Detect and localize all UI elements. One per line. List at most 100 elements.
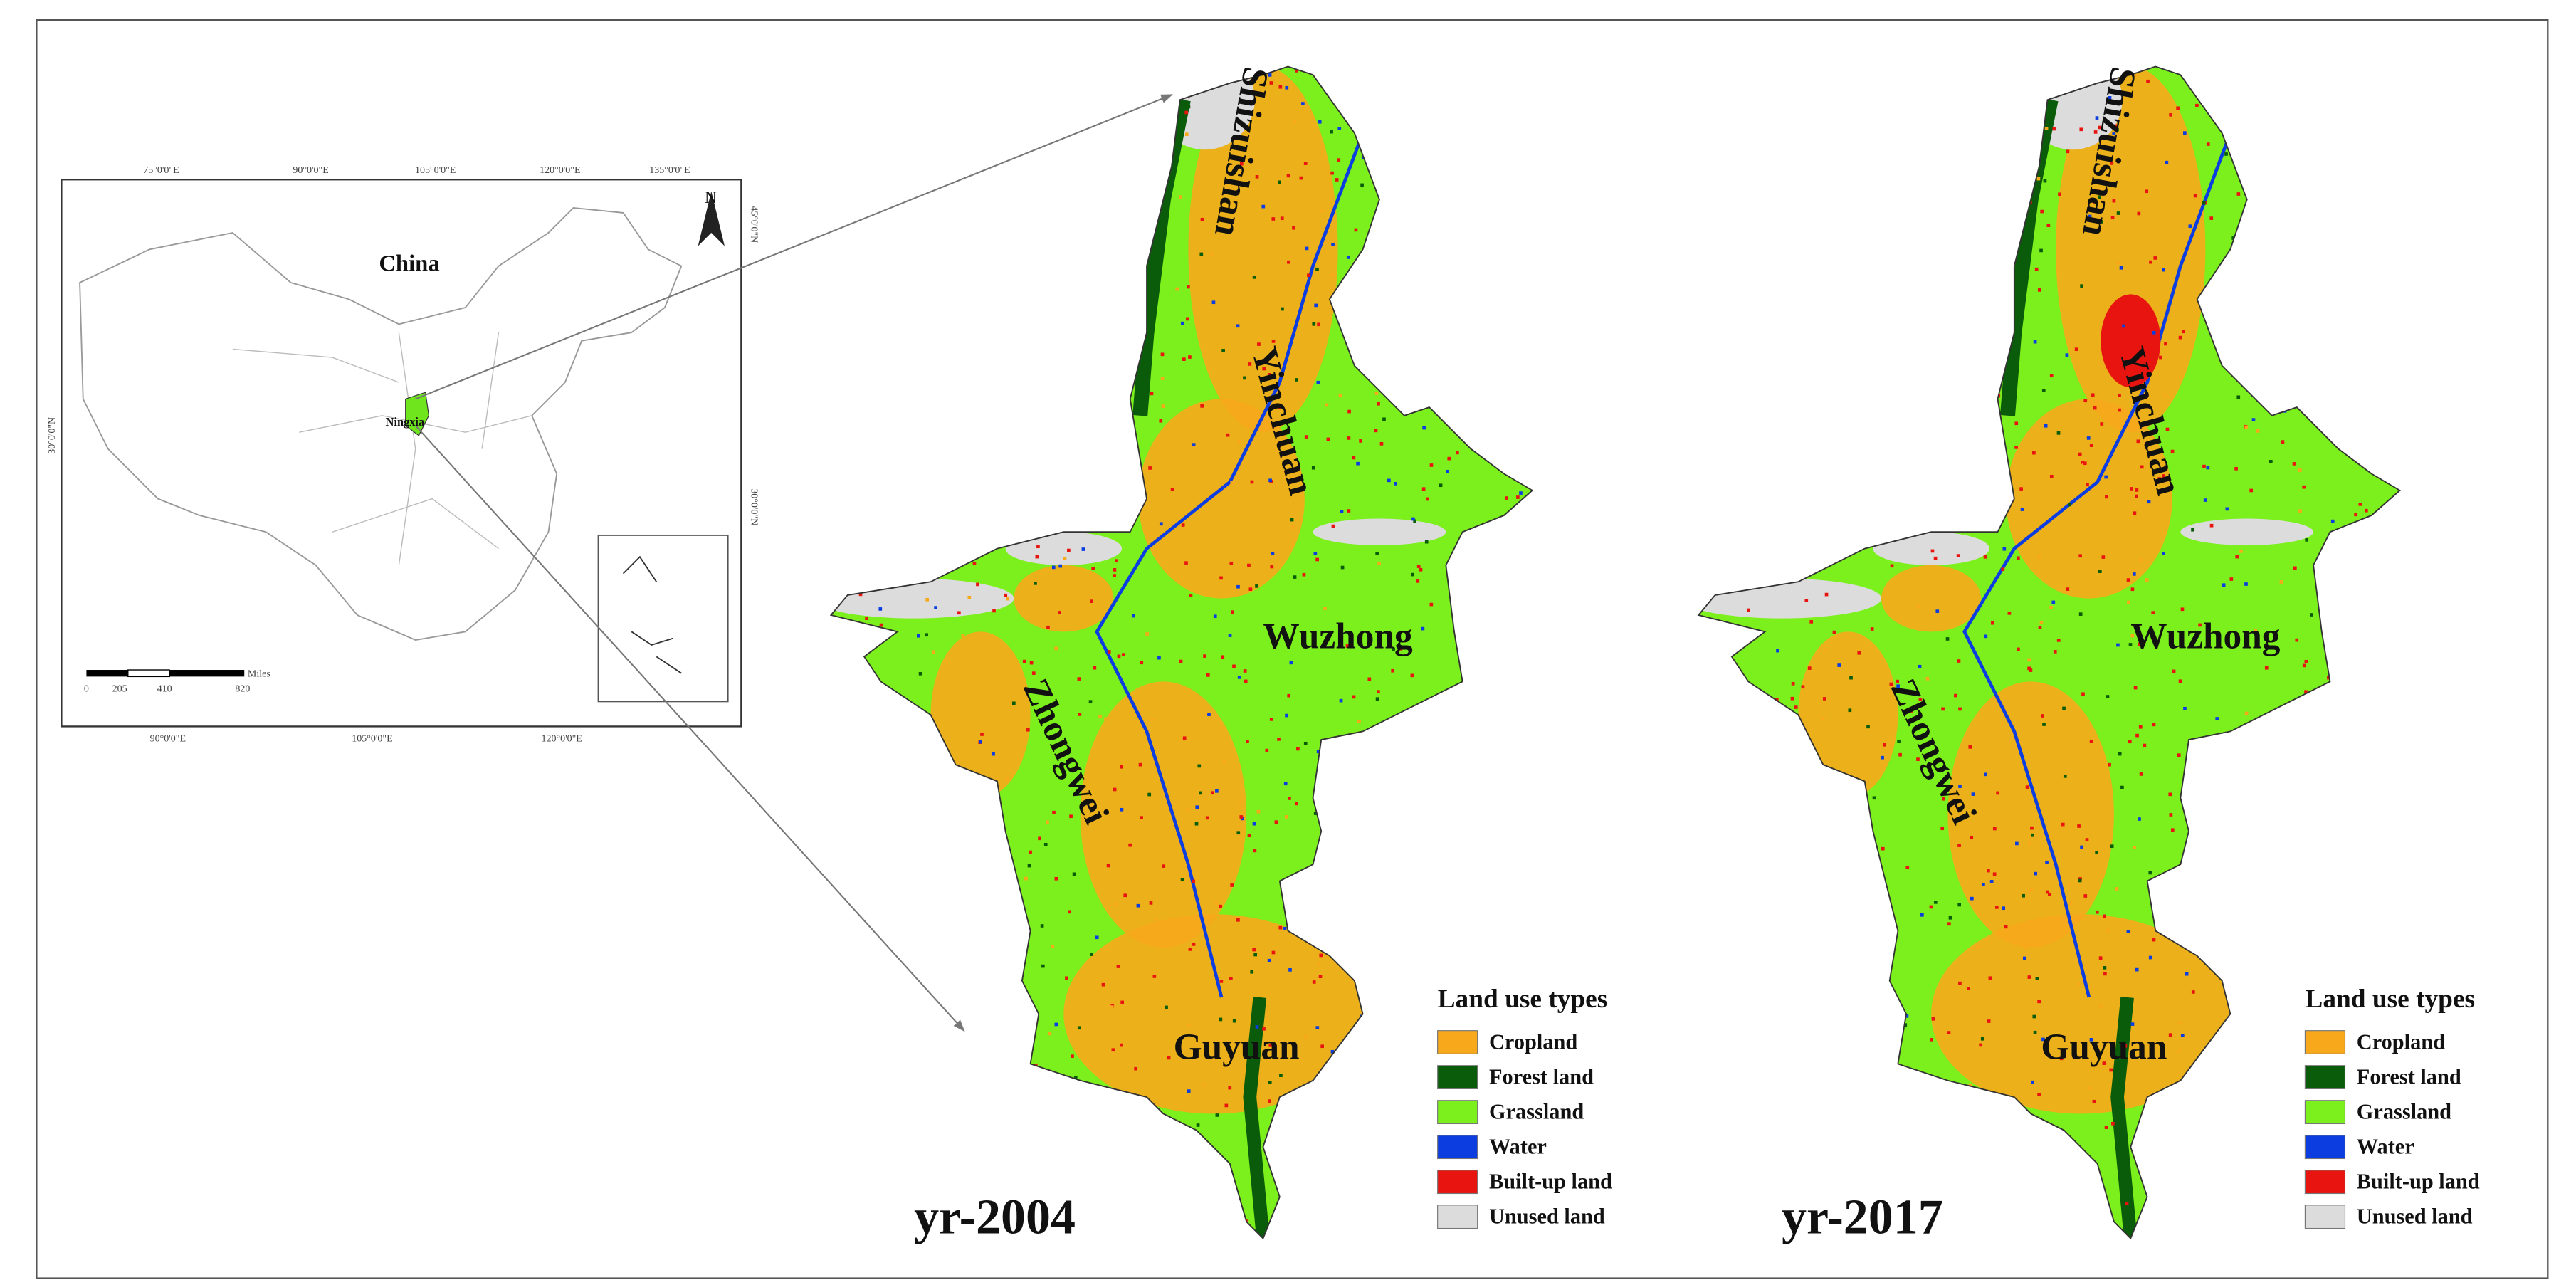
pixel [2172,669,2176,673]
pixel [1116,965,1120,968]
pixel [2310,613,2313,617]
pixel [833,1143,837,1148]
pixel [2200,1056,2204,1061]
pixel [1103,1236,1106,1239]
pixel [2130,1022,2135,1026]
pixel [2303,350,2308,355]
pixel [1407,276,1411,280]
pixel [1374,728,1378,732]
pixel [1111,1048,1115,1052]
pixel [1132,294,1136,298]
pixel [1399,394,1402,398]
pixel [1525,247,1528,251]
pixel [1165,1005,1168,1009]
pixel [2103,966,2107,970]
pixel [953,143,957,147]
pixel [2020,508,2024,511]
pixel [2193,194,2197,198]
pixel [910,1033,914,1037]
pixel [831,221,836,226]
pixel [1506,293,1510,297]
pixel [2034,267,2039,271]
pixel [1455,1197,1459,1201]
pixel [980,1039,984,1043]
pixel [2182,330,2185,334]
pixel [1123,893,1127,898]
pixel [2203,498,2207,502]
pixel [1347,1036,1351,1040]
pixel [878,607,883,611]
pixel [1970,836,1974,840]
pixel [1446,108,1451,112]
pixel [1742,779,1746,782]
pixel [1706,861,1710,865]
pixel [2263,843,2267,846]
pixel [2104,1126,2108,1130]
pixel [2037,1000,2041,1004]
pixel [1118,280,1121,285]
pixel [2086,436,2091,440]
pixel [2298,468,2302,472]
pixel [1996,791,1999,795]
pixel [1314,303,1318,308]
pixel [1483,1138,1486,1142]
pixel [1278,85,1283,89]
pixel [1295,802,1298,806]
pixel [1148,466,1152,470]
legend-swatch [2304,1030,2346,1054]
pixel [976,77,979,81]
pixel [1352,66,1357,70]
pixel [1945,1239,1948,1242]
pixel [2148,871,2152,875]
pixel [1207,713,1211,717]
pixel [1399,787,1403,791]
pixel [2223,1202,2227,1206]
pixel [2177,1049,2182,1054]
pixel [1715,277,1720,281]
pixel [1347,509,1351,513]
pixel [861,340,865,344]
pixel [1700,1207,1704,1212]
legend-label: Grassland [1489,1099,1584,1123]
pixel [1230,883,1234,887]
pixel [1991,621,1994,625]
cropland-area [1188,66,1338,433]
pixel [1797,192,1801,196]
pixel [2339,760,2343,764]
pixel [1765,466,1768,470]
pixel [2212,879,2216,883]
pixel [1315,557,1319,562]
pixel [975,863,979,866]
pixel [2128,643,2133,646]
pixel [2113,326,2117,330]
pixel [2120,785,2124,789]
pixel [948,1037,952,1040]
forest-strip [2110,997,2138,1239]
pixel [2349,87,2353,91]
pixel [1941,797,1945,801]
pixel [2068,883,2072,887]
pixel [2245,209,2249,212]
land-use-map: ShizuishanYinchuanWuzhongZhongweiGuyuanL… [829,64,1612,1245]
pixel [1157,656,1161,660]
pixel [2049,474,2054,478]
pixel [1050,100,1053,104]
pixel [901,985,905,989]
pixel [2302,485,2306,489]
pixel [918,671,922,676]
pixel [2036,177,2041,181]
pixel [1004,593,1008,597]
pixel [1237,1222,1241,1227]
pixel [1969,213,1973,216]
pixel [1303,741,1308,745]
pixel [979,740,982,744]
pixel [2170,449,2175,453]
pixel [2151,611,2155,614]
pixel [2286,920,2291,924]
cropland-area [1881,565,1982,632]
pixel [1350,1107,1355,1111]
pixel [2022,893,2025,898]
pixel [2380,83,2385,87]
urban-area [2101,294,2161,388]
pixel [2042,723,2046,726]
